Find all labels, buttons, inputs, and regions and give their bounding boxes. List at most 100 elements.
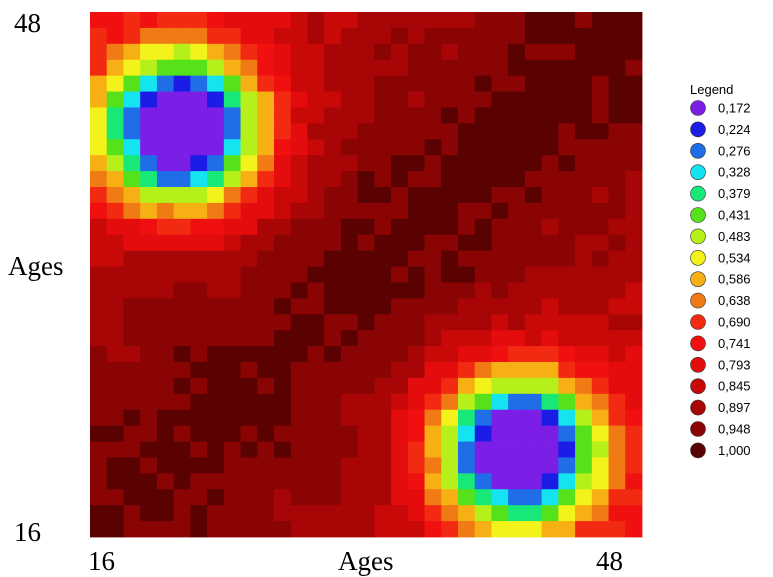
heatmap-cell bbox=[324, 202, 342, 220]
heatmap-cell bbox=[474, 250, 492, 267]
heatmap-cell bbox=[274, 282, 292, 299]
heatmap-cell bbox=[90, 473, 108, 490]
heatmap-cell bbox=[524, 12, 543, 29]
heatmap-cell bbox=[575, 155, 593, 172]
heatmap-cell bbox=[391, 107, 409, 124]
heatmap-cell bbox=[240, 346, 258, 363]
heatmap-cell bbox=[90, 171, 108, 188]
heatmap-cell bbox=[190, 409, 208, 427]
heatmap-cell bbox=[558, 27, 576, 45]
heatmap-cell bbox=[491, 234, 509, 252]
heatmap-cell bbox=[458, 393, 476, 411]
heatmap-cell bbox=[491, 75, 509, 92]
heatmap-cell bbox=[374, 473, 392, 490]
heatmap-cell bbox=[140, 377, 158, 395]
heatmap-cell bbox=[324, 521, 342, 538]
heatmap-cell bbox=[608, 521, 626, 538]
heatmap-cell bbox=[274, 409, 292, 427]
heatmap-cell bbox=[424, 362, 442, 379]
heatmap-cell bbox=[491, 362, 509, 379]
heatmap-cell bbox=[357, 330, 375, 347]
heatmap-cell bbox=[156, 441, 175, 458]
heatmap-cell bbox=[207, 107, 225, 124]
heatmap-cell bbox=[508, 155, 526, 172]
heatmap-cell bbox=[591, 314, 609, 331]
heatmap-cell bbox=[240, 27, 258, 45]
heatmap-cell bbox=[524, 266, 543, 283]
heatmap-cell bbox=[625, 59, 643, 77]
heatmap-cell bbox=[190, 505, 208, 522]
heatmap-cell bbox=[374, 457, 392, 474]
heatmap-cell bbox=[307, 139, 325, 156]
heatmap-cell bbox=[240, 155, 258, 172]
heatmap-cell bbox=[625, 250, 643, 267]
heatmap-cell bbox=[491, 91, 509, 108]
legend-title: Legend bbox=[690, 82, 733, 97]
heatmap-cell bbox=[441, 202, 459, 220]
heatmap-cell bbox=[458, 282, 476, 299]
heatmap-cell bbox=[340, 75, 359, 92]
heatmap-cell bbox=[173, 489, 191, 506]
heatmap-cell bbox=[90, 59, 108, 77]
legend-label: 0,328 bbox=[718, 165, 751, 180]
heatmap-cell bbox=[290, 59, 308, 77]
heatmap-cell bbox=[524, 171, 543, 188]
heatmap-cell bbox=[340, 43, 359, 61]
heatmap-cell bbox=[374, 202, 392, 220]
heatmap-cell bbox=[207, 489, 225, 506]
heatmap-cell bbox=[190, 330, 208, 347]
heatmap-cell bbox=[374, 250, 392, 267]
heatmap-cell bbox=[625, 155, 643, 172]
heatmap-cell bbox=[458, 27, 476, 45]
heatmap-cell bbox=[290, 91, 308, 108]
heatmap-cell bbox=[374, 107, 392, 124]
legend-label: 0,276 bbox=[718, 143, 751, 158]
heatmap-cell bbox=[391, 187, 409, 204]
heatmap-cell bbox=[524, 330, 543, 347]
heatmap-cell bbox=[223, 425, 241, 442]
heatmap-cell bbox=[106, 282, 124, 299]
heatmap-cell bbox=[274, 266, 292, 283]
heatmap-cell bbox=[441, 489, 459, 506]
legend-swatch bbox=[690, 356, 706, 373]
heatmap-cell bbox=[106, 27, 124, 45]
heatmap-cell bbox=[625, 425, 643, 442]
heatmap-cell bbox=[223, 187, 241, 204]
heatmap-cell bbox=[357, 298, 375, 315]
heatmap-cell bbox=[608, 441, 626, 458]
heatmap-cell bbox=[591, 123, 609, 140]
heatmap-cell bbox=[90, 457, 108, 474]
heatmap-cell bbox=[474, 441, 492, 458]
heatmap-cell bbox=[407, 425, 425, 442]
heatmap-cell bbox=[491, 107, 509, 124]
heatmap-cell bbox=[307, 250, 325, 267]
heatmap-cell bbox=[608, 457, 626, 474]
heatmap-cell bbox=[173, 218, 191, 236]
heatmap-cell bbox=[591, 155, 609, 172]
heatmap-cell bbox=[441, 218, 459, 236]
heatmap-cell bbox=[558, 298, 576, 315]
heatmap-cell bbox=[575, 489, 593, 506]
legend-swatch bbox=[690, 228, 706, 245]
heatmap-cell bbox=[223, 43, 241, 61]
heatmap-cell bbox=[541, 473, 559, 490]
heatmap-cell bbox=[207, 43, 225, 61]
heatmap-cell bbox=[591, 346, 609, 363]
heatmap-cell bbox=[123, 202, 141, 220]
heatmap-cell bbox=[324, 505, 342, 522]
heatmap-cell bbox=[140, 393, 158, 411]
heatmap-cell bbox=[524, 425, 543, 442]
heatmap-cell bbox=[407, 27, 425, 45]
heatmap-cell bbox=[106, 202, 124, 220]
heatmap-cell bbox=[106, 425, 124, 442]
heatmap-cell bbox=[541, 314, 559, 331]
heatmap-cell bbox=[240, 123, 258, 140]
heatmap-cell bbox=[608, 91, 626, 108]
heatmap-cell bbox=[625, 266, 643, 283]
heatmap-cell bbox=[257, 409, 275, 427]
heatmap-cell bbox=[274, 187, 292, 204]
y-tick-label-top: 48 bbox=[14, 8, 41, 38]
heatmap-cell bbox=[608, 59, 626, 77]
heatmap-cell bbox=[156, 282, 175, 299]
